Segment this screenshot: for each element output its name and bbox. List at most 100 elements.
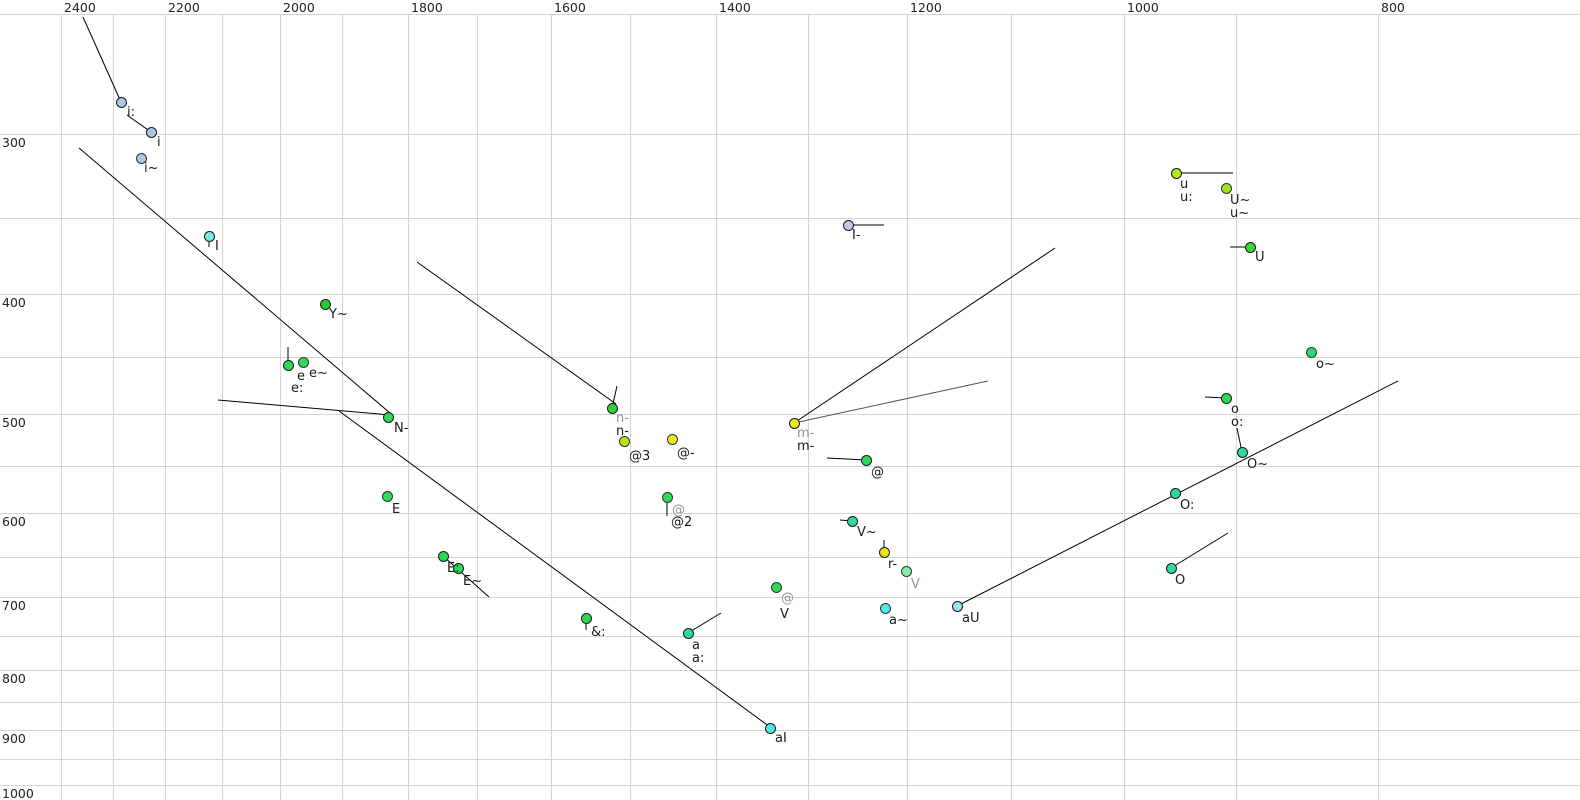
point-label: a~: [889, 613, 908, 628]
x-axis-tick-label: 1400: [719, 0, 751, 15]
data-point-aI[interactable]: [764, 722, 776, 734]
data-point-V[interactable]: [846, 515, 858, 527]
y-axis-tick-label: 900: [2, 731, 26, 746]
point-label: aU: [962, 611, 980, 626]
point-label: @: [781, 591, 794, 606]
data-point-O[interactable]: [1165, 562, 1177, 574]
point-label: o:: [1231, 415, 1244, 430]
point-label: e~: [309, 366, 328, 381]
point-label: I: [215, 239, 219, 254]
data-point-r[interactable]: [878, 546, 890, 558]
data-point-[interactable]: [860, 454, 872, 466]
data-point-[interactable]: [666, 433, 678, 445]
point-label: i:: [127, 105, 135, 120]
point-label: a:: [692, 651, 705, 666]
point-label: V~: [857, 525, 877, 540]
x-axis-tick-label: 2400: [64, 0, 96, 15]
point-label: @: [672, 503, 685, 518]
data-point-[interactable]: [770, 581, 782, 593]
data-point-U[interactable]: [1220, 182, 1232, 194]
point-label: N-: [394, 421, 409, 436]
point-label: i~: [144, 161, 159, 176]
point-label: E~: [463, 574, 483, 589]
data-point-E[interactable]: [437, 550, 449, 562]
point-label: m-: [797, 439, 815, 454]
point-label: aI: [775, 731, 787, 746]
data-point-E[interactable]: [381, 490, 393, 502]
point-label: I-: [852, 228, 861, 243]
y-axis-tick-label: 1000: [2, 786, 34, 800]
x-axis-tick-label: 1000: [1127, 0, 1159, 15]
x-axis-tick-label: 1800: [411, 0, 443, 15]
point-label: E:: [447, 561, 460, 576]
point-label: u~: [1230, 206, 1250, 221]
point-label: i: [157, 135, 161, 150]
data-point-Y[interactable]: [319, 298, 331, 310]
point-label: e: [297, 369, 305, 384]
point-label: n-: [616, 411, 629, 426]
point-label: Y~: [329, 307, 348, 322]
data-point-i[interactable]: [145, 126, 157, 138]
point-label: O: [1175, 573, 1186, 588]
data-point-[interactable]: [661, 491, 673, 503]
x-axis-tick-label: 1600: [554, 0, 586, 15]
y-axis-tick-label: 600: [2, 514, 26, 529]
x-axis-tick-label: 1200: [910, 0, 942, 15]
data-point-I[interactable]: [203, 230, 215, 242]
point-label: n-: [616, 424, 629, 439]
point-label: r-: [888, 557, 898, 572]
data-point-e[interactable]: [297, 356, 309, 368]
data-point-U[interactable]: [1244, 241, 1256, 253]
data-point-O[interactable]: [1236, 446, 1248, 458]
point-label: o: [1231, 402, 1239, 417]
point-label: O:: [1180, 498, 1195, 513]
point-label: V: [780, 607, 789, 622]
data-point-I[interactable]: [842, 219, 854, 231]
y-axis-tick-label: 400: [2, 295, 26, 310]
data-point-m[interactable]: [788, 417, 800, 429]
data-point-[interactable]: [580, 612, 592, 624]
point-label: @-: [677, 446, 695, 461]
point-label: a: [692, 638, 700, 653]
x-axis-tick-label: 2000: [283, 0, 315, 15]
point-label: U: [1255, 250, 1265, 265]
point-label: u: [1180, 177, 1189, 192]
data-point-o[interactable]: [1305, 346, 1317, 358]
data-point-3[interactable]: [618, 435, 630, 447]
data-point-E[interactable]: [452, 562, 464, 574]
point-label: @2: [671, 515, 693, 530]
y-axis-tick-label: 300: [2, 135, 26, 150]
x-axis-tick-label: 2200: [168, 0, 200, 15]
point-label: O~: [1247, 457, 1269, 472]
point-label: m-: [797, 426, 815, 441]
data-point-a[interactable]: [682, 627, 694, 639]
point-label: E: [392, 502, 401, 517]
point-label: V: [911, 577, 920, 592]
point-label: e:: [291, 381, 304, 396]
point-label: o~: [1316, 357, 1335, 372]
data-point-e[interactable]: [282, 359, 294, 371]
point-label: @: [871, 465, 884, 480]
data-point-V[interactable]: [900, 565, 912, 577]
data-point-a[interactable]: [879, 602, 891, 614]
point-label: &:: [591, 625, 606, 640]
data-point-aU[interactable]: [951, 600, 963, 612]
y-axis-tick-label: 800: [2, 671, 26, 686]
data-point-N[interactable]: [382, 411, 394, 423]
data-point-O[interactable]: [1169, 487, 1181, 499]
data-point-u[interactable]: [1170, 167, 1182, 179]
point-label: u:: [1180, 190, 1193, 205]
y-axis-tick-label: 700: [2, 598, 26, 613]
data-point-i[interactable]: [115, 96, 127, 108]
point-label: @3: [629, 449, 651, 464]
y-axis-tick-label: 500: [2, 415, 26, 430]
point-label: U~: [1230, 193, 1251, 208]
data-point-n[interactable]: [606, 402, 618, 414]
data-point-i[interactable]: [135, 152, 147, 164]
x-axis-tick-label: 800: [1381, 0, 1405, 15]
data-point-o[interactable]: [1220, 392, 1232, 404]
